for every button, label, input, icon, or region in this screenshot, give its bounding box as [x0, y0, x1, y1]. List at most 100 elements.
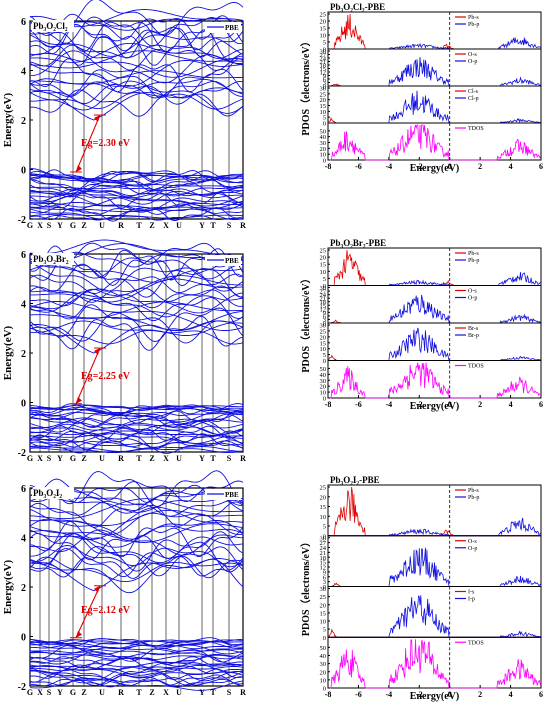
arrow-head-icon [76, 630, 82, 638]
valence-band-line [29, 188, 244, 205]
legend-label: PBE [225, 491, 239, 499]
valence-band-line [29, 190, 244, 207]
valence-band-line [29, 416, 244, 429]
band-panel-3 [29, 470, 244, 691]
y-tick-label: 25 [320, 485, 327, 492]
y-tick-label: 27 [320, 289, 327, 296]
legend-label: Pb-p [468, 258, 479, 264]
valence-band-line [29, 175, 244, 192]
arrow-head-icon [94, 585, 100, 593]
y-tick-label: 50 [320, 366, 327, 373]
conduction-band-line [29, 239, 244, 258]
title-background [32, 20, 74, 32]
k-point-label: R [240, 454, 246, 463]
pdos-panel-2 [327, 247, 542, 399]
y-tick-label: 4 [21, 67, 26, 78]
k-point-label: G [27, 688, 33, 697]
valence-band-line [29, 213, 243, 219]
k-point-label: Z [81, 688, 86, 697]
k-point-label: R [118, 221, 124, 230]
y-tick-label: 0 [323, 121, 326, 128]
y-tick-label: 5 [323, 524, 326, 531]
valence-band-line [29, 426, 244, 437]
conduction-band-line [29, 42, 244, 66]
pdos-curve [328, 487, 541, 537]
k-point-label: Z [149, 221, 154, 230]
y-tick-label: 6 [323, 77, 327, 84]
arrow-head-icon [94, 115, 100, 123]
pdos-subplot-frame [327, 322, 542, 361]
conduction-band-min-line [29, 320, 244, 354]
conduction-band-line [29, 92, 244, 110]
y-tick-label: 2 [21, 349, 26, 360]
conduction-band-line [29, 265, 244, 283]
y-tick-label: 30 [320, 285, 327, 292]
valence-band-line [30, 648, 244, 656]
pdos-subplot-frame [327, 484, 542, 537]
legend-label: Cl-p [468, 96, 479, 102]
legend-label: I-p [468, 597, 475, 603]
y-tick-label: 20 [320, 494, 327, 501]
x-tick-label: -2 [416, 690, 423, 699]
conduction-band-min-line [29, 87, 244, 121]
y-tick-label: 5 [323, 40, 326, 47]
y-tick-label: 6 [323, 313, 327, 320]
x-tick-label: -8 [325, 690, 332, 699]
k-point-label: S [47, 221, 52, 230]
pdos-curve [327, 628, 541, 638]
x-tick-label: 4 [509, 690, 513, 699]
conduction-band-line [29, 291, 244, 318]
y-tick-label: 10 [320, 33, 327, 40]
y-tick-label: 40 [320, 653, 327, 660]
k-point-label: T [210, 454, 216, 463]
k-point-label: R [240, 688, 246, 697]
y-tick-label: 15 [320, 262, 327, 269]
valence-band-line [29, 639, 244, 650]
k-point-label: G [70, 221, 76, 230]
k-point-label: Z [149, 454, 154, 463]
valence-band-line [30, 203, 244, 212]
x-tick-label: 6 [539, 162, 543, 171]
y-tick-label: 27 [320, 540, 327, 547]
conduction-band-line [29, 23, 244, 52]
y-tick-label: 15 [320, 504, 327, 511]
y-tick-label: 3 [323, 317, 326, 324]
y-tick-label: 30 [320, 586, 327, 593]
y-tick-label: 27 [320, 52, 327, 59]
y-tick-label: 0 [323, 396, 326, 403]
pdos-subplot-frame [327, 285, 542, 324]
conduction-band-line [29, 68, 244, 99]
legend-label: Br-p [468, 333, 479, 339]
conduction-band-line [29, 80, 244, 114]
y-tick-label: 21 [320, 550, 327, 557]
conduction-band-line [29, 556, 244, 579]
legend-label: Pb-p [468, 22, 479, 28]
y-tick-label: -2 [18, 682, 26, 693]
y-tick-label: 15 [320, 340, 327, 347]
pdos-curve [328, 57, 542, 87]
valence-band-line [29, 425, 244, 441]
y-tick-label: 25 [320, 248, 327, 255]
k-point-label: X [163, 454, 169, 463]
x-tick-label: 2 [478, 162, 482, 171]
y-tick-label: 25 [320, 12, 327, 19]
conduction-band-line [29, 80, 243, 99]
k-point-label: Z [81, 221, 86, 230]
valence-band-line [29, 664, 244, 675]
valence-band-line [29, 656, 244, 669]
y-tick-label: 15 [320, 560, 327, 567]
x-axis-label: Energy(eV) [410, 163, 459, 174]
k-point-label: X [163, 688, 169, 697]
conduction-band-line [29, 470, 244, 508]
arrow-head-icon [94, 348, 100, 356]
k-point-label: X [37, 454, 43, 463]
y-tick-label: 10 [320, 390, 327, 397]
conduction-band-line [29, 262, 244, 292]
pdos-panel-1 [327, 11, 542, 161]
k-point-label: T [210, 221, 216, 230]
band-gap-label: Eg=2.12 eV [81, 605, 131, 616]
legend-label: TDOS [468, 640, 484, 646]
conduction-band-line [29, 70, 244, 85]
title-background [32, 487, 74, 499]
k-point-label: S [47, 688, 52, 697]
